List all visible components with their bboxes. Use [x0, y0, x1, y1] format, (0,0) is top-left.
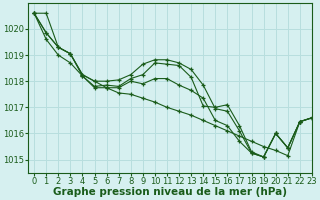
X-axis label: Graphe pression niveau de la mer (hPa): Graphe pression niveau de la mer (hPa) — [53, 187, 287, 197]
